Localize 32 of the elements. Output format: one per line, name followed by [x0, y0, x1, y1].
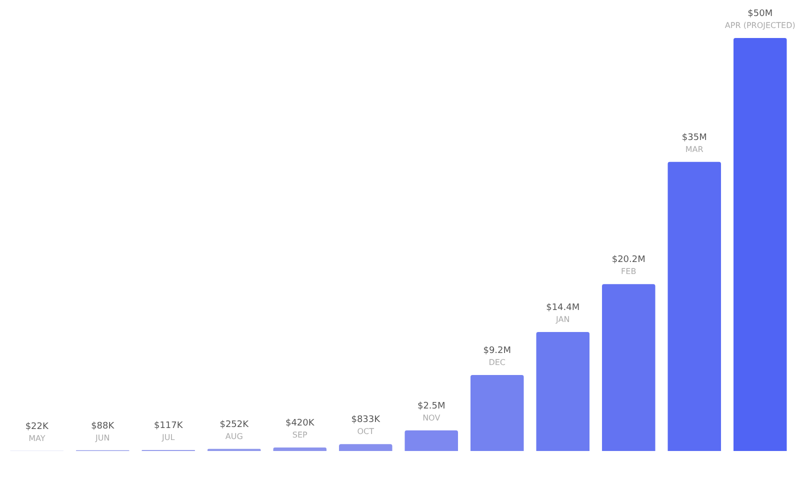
- x-tick-label: JUN: [94, 433, 110, 442]
- bar: [668, 162, 722, 451]
- bar: [536, 332, 590, 451]
- data-label: $88K: [91, 421, 116, 432]
- data-label: $833K: [351, 415, 382, 426]
- x-tick-label: OCT: [357, 427, 374, 436]
- data-label: $2.5M: [417, 401, 446, 412]
- data-label: $35M: [682, 132, 707, 143]
- bar: [602, 284, 656, 451]
- x-tick-label: APR (PROJECTED): [724, 21, 796, 30]
- x-tick-label: SEP: [292, 430, 308, 440]
- data-label: $14.4M: [546, 303, 580, 314]
- data-label: $420K: [285, 418, 316, 429]
- bar: [273, 448, 327, 451]
- data-label: $20.2M: [612, 255, 646, 266]
- data-label: $50M: [748, 9, 773, 19]
- x-tick-label: FEB: [621, 267, 636, 276]
- data-label: $22K: [25, 422, 50, 432]
- bar: [733, 38, 787, 451]
- x-tick-label: AUG: [225, 432, 243, 441]
- x-tick-label: JAN: [555, 315, 570, 324]
- x-tick-label: MAR: [685, 144, 704, 154]
- x-tick-label: DEC: [488, 358, 506, 368]
- x-tick-label: MAY: [28, 434, 46, 443]
- bar: [470, 375, 524, 451]
- x-tick-label: JUL: [161, 433, 176, 442]
- x-tick-label: NOV: [422, 413, 441, 422]
- bar: [338, 444, 392, 451]
- data-label: $252K: [220, 420, 250, 430]
- data-label: $117K: [154, 421, 184, 432]
- bar: [404, 430, 458, 451]
- data-label: $9.2M: [483, 346, 512, 356]
